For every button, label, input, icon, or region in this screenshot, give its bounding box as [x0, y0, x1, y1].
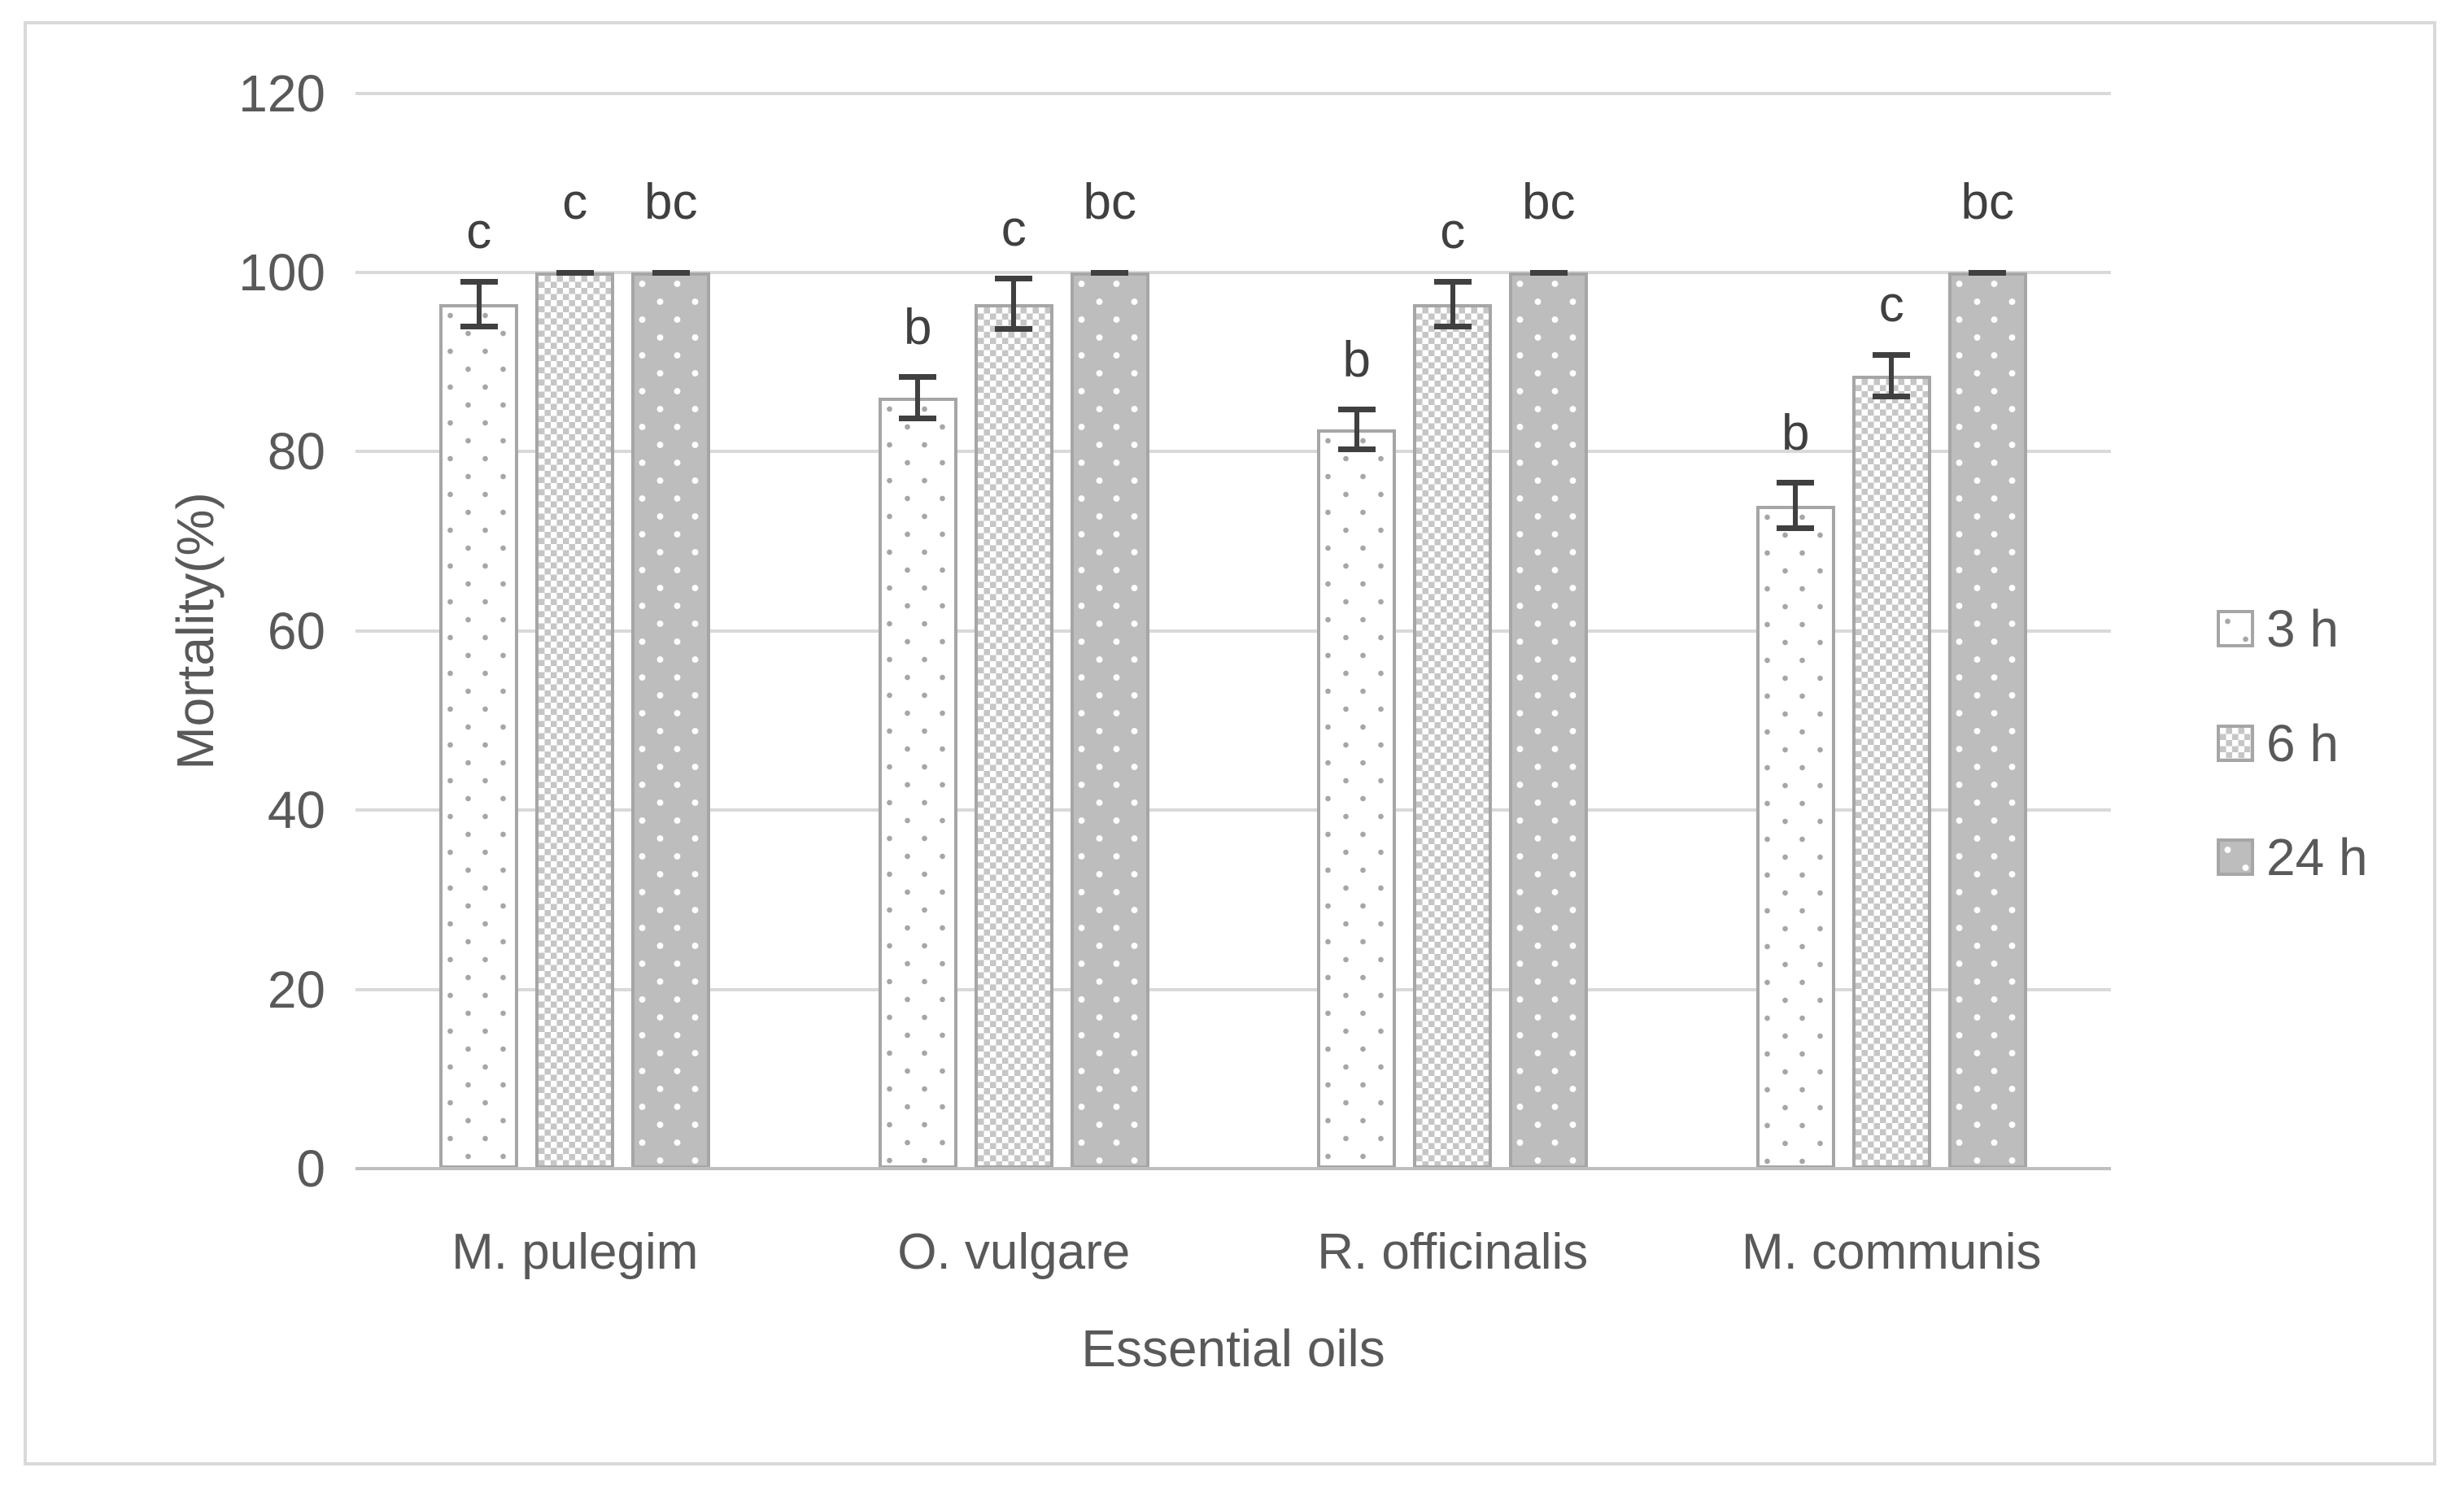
legend-swatch-3-h [2217, 610, 2254, 647]
error-bar-cap-top [1529, 270, 1568, 276]
legend-swatch-6-h [2217, 725, 2254, 762]
bar-3-h-m-pulegim [439, 303, 519, 1169]
bar-3-h-r-officinalis [1317, 429, 1397, 1169]
significance-letter: c [1001, 200, 1027, 257]
error-bar-cap-top [899, 374, 937, 381]
error-bar-cap-top [1777, 480, 1815, 486]
error-bar-cap-bottom [995, 325, 1033, 332]
error-bar-cap-bottom [1777, 525, 1815, 531]
significance-letter: bc [1083, 174, 1136, 230]
figure-border [24, 21, 2436, 1465]
error-bar-cap-top [1433, 278, 1472, 285]
gridline-100 [355, 271, 2111, 274]
error-bar-line [915, 377, 921, 419]
bar-6-h-m-pulegim [535, 272, 615, 1169]
y-tick-label-80: 80 [267, 422, 325, 481]
error-bar-cap-top [1091, 270, 1129, 276]
y-tick-label-120: 120 [238, 63, 325, 123]
error-bar-cap-bottom [899, 416, 937, 422]
significance-letter: c [562, 174, 588, 230]
gridline-80 [355, 450, 2111, 454]
y-tick-label-0: 0 [296, 1139, 325, 1198]
significance-letter: c [466, 203, 492, 260]
y-tick-label-100: 100 [238, 243, 325, 302]
error-bar-line [1450, 281, 1455, 327]
x-category-label-o-vulgare: O. vulgare [897, 1224, 1131, 1280]
error-bar-cap-top [995, 276, 1033, 282]
error-bar-cap-top [1337, 407, 1376, 413]
error-bar-cap-top [556, 270, 594, 276]
bar-6-h-m-communis [1851, 375, 1931, 1169]
error-bar-cap-top [652, 270, 690, 276]
x-axis-title: Essential oils [1081, 1319, 1385, 1378]
error-bar-cap-top [1873, 351, 1911, 358]
error-bar-cap-top [1969, 270, 2007, 276]
legend-swatch-24-h [2217, 838, 2254, 876]
bar-24-h-m-pulegim [631, 272, 711, 1169]
error-bar-cap-bottom [1873, 393, 1911, 399]
significance-letter: c [1878, 277, 1904, 333]
error-bar-cap-bottom [1337, 446, 1376, 452]
legend-label-6-h: 6 h [2266, 714, 2339, 773]
legend-label-3-h: 3 h [2266, 599, 2339, 658]
legend-label-24-h: 24 h [2266, 828, 2368, 886]
error-bar-line [1354, 409, 1359, 450]
error-bar-cap-bottom [460, 323, 498, 329]
x-category-label-r-officinalis: R. officinalis [1317, 1224, 1589, 1280]
x-axis-line [355, 1167, 2111, 1170]
gridline-120 [355, 91, 2111, 95]
error-bar-line [1889, 355, 1895, 397]
bar-3-h-m-communis [1755, 505, 1835, 1169]
bar-24-h-m-communis [1947, 272, 2027, 1169]
error-bar-line [1011, 278, 1017, 329]
bar-6-h-r-officinalis [1413, 303, 1493, 1169]
significance-letter: b [904, 298, 932, 355]
gridline-20 [355, 987, 2111, 991]
significance-letter: c [1440, 203, 1466, 260]
significance-letter: bc [1522, 174, 1576, 230]
error-bar-line [476, 281, 482, 327]
error-bar-cap-bottom [1433, 323, 1472, 329]
significance-letter: bc [644, 174, 698, 230]
y-tick-label-40: 40 [267, 781, 325, 840]
x-category-label-m-communis: M. communis [1741, 1224, 2042, 1280]
gridline-40 [355, 808, 2111, 812]
bar-6-h-o-vulgare [974, 303, 1053, 1169]
y-tick-label-60: 60 [267, 601, 325, 660]
y-tick-label-20: 20 [267, 960, 325, 1019]
bar-3-h-o-vulgare [878, 398, 957, 1169]
error-bar-line [1793, 482, 1799, 529]
bar-24-h-r-officinalis [1509, 272, 1589, 1169]
error-bar-cap-top [460, 278, 498, 285]
significance-letter: b [1781, 404, 1810, 461]
bar-24-h-o-vulgare [1070, 272, 1149, 1169]
significance-letter: bc [1960, 174, 2014, 230]
gridline-60 [355, 629, 2111, 633]
x-category-label-m-pulegim: M. pulegim [451, 1224, 699, 1280]
significance-letter: b [1342, 331, 1371, 388]
